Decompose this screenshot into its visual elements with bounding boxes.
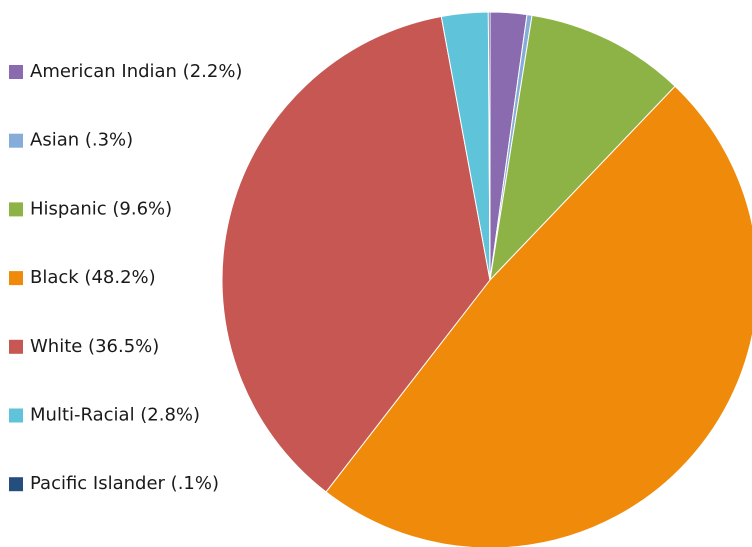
legend-swatch: [9, 271, 23, 286]
legend-label: Black (48.2%): [30, 267, 156, 288]
legend-swatch: [9, 339, 23, 354]
legend-label: American Indian (2.2%): [30, 61, 242, 82]
pie-slice: [221, 15, 491, 493]
legend: American Indian (2.2%) Asian (.3%) Hispani…: [9, 61, 242, 494]
legend-swatch: [9, 477, 23, 492]
legend-swatch: [9, 65, 23, 79]
pie-slice: [489, 14, 676, 282]
legend-swatch: [9, 408, 23, 423]
legend-label: White (36.5%): [30, 336, 159, 357]
legend-label: Asian (.3%): [30, 130, 133, 151]
pie-slice: [325, 85, 752, 547]
legend-swatch: [9, 202, 23, 217]
pie-slice: [487, 11, 491, 281]
legend-label: Pacific Islander (.1%): [30, 473, 219, 494]
pie: [221, 11, 752, 547]
legend-swatch: [9, 133, 23, 148]
legend-label: Hispanic (9.6%): [30, 198, 172, 219]
legend-label: Multi-Racial (2.8%): [30, 405, 200, 426]
